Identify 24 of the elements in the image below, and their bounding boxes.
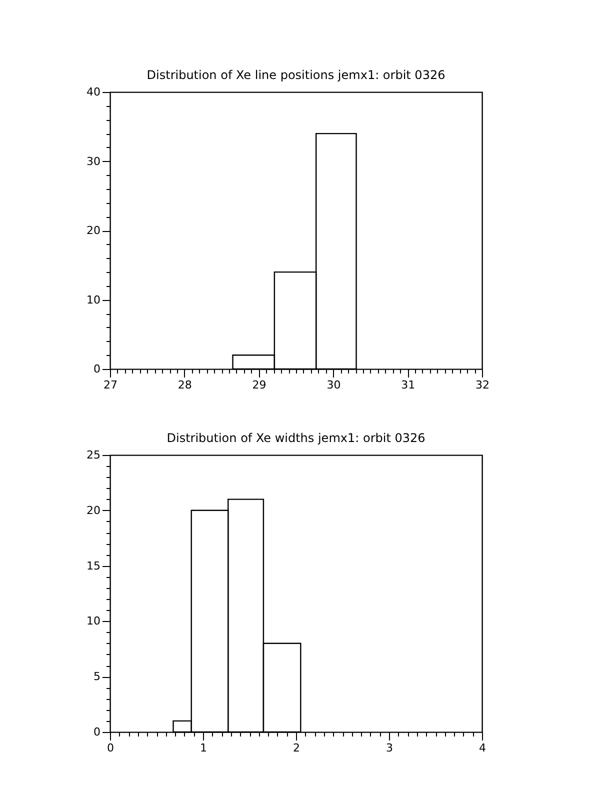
y-tick-label: 0 — [94, 726, 100, 738]
x-tick-label: 27 — [104, 378, 118, 392]
x-tick-label: 1 — [200, 742, 207, 754]
y-tick-label: 10 — [86, 614, 100, 628]
y-tick-label: 10 — [86, 293, 100, 306]
chart-title: Distribution of Xe line positions jemx1: orbit 0326 — [146, 68, 446, 82]
y-tick-label: 40 — [86, 86, 100, 98]
y-tick-label: 30 — [86, 154, 100, 168]
y-tick-label: 15 — [86, 559, 100, 572]
y-tick-label: 5 — [94, 670, 100, 684]
x-tick-label: 32 — [476, 378, 490, 392]
y-tick-label: 20 — [86, 504, 100, 517]
x-tick-label: 4 — [479, 742, 486, 754]
x-tick-label: 2 — [293, 742, 300, 754]
x-tick-label: 28 — [178, 378, 192, 392]
chart-title: Distribution of Xe widths jemx1: orbit 0326 — [166, 431, 426, 445]
x-tick-label: 3 — [386, 742, 393, 754]
x-tick-label: 31 — [401, 378, 416, 392]
x-tick-label: 29 — [252, 378, 266, 392]
x-tick-label: 0 — [107, 742, 114, 754]
y-tick-label: 25 — [86, 448, 100, 462]
x-tick-label: 30 — [326, 378, 341, 392]
y-tick-label: 0 — [94, 362, 100, 376]
y-tick-label: 20 — [86, 224, 100, 237]
